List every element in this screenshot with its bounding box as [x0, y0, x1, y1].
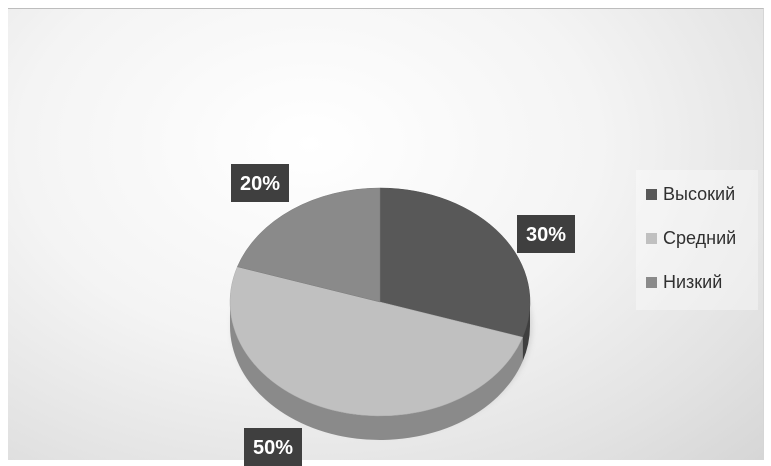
- pie-slice-medium: [229, 266, 524, 416]
- data-label-medium: 50%: [253, 437, 293, 459]
- data-label-box-medium: [244, 428, 302, 466]
- data-label-box-low: [231, 164, 289, 202]
- legend-label-high: Высокий: [663, 184, 736, 204]
- data-label-high: 30%: [526, 224, 566, 246]
- pie-side-medium: [230, 302, 523, 440]
- pie-side-high: [522, 302, 530, 362]
- legend: Высокий Средний Низкий: [636, 170, 758, 310]
- pie-tops: [229, 187, 531, 416]
- data-label-low: 20%: [240, 173, 280, 195]
- legend-label-low: Низкий: [663, 272, 723, 292]
- pie-slice-high: [379, 187, 531, 338]
- data-label-box-high: [517, 215, 575, 253]
- legend-swatch-medium: [646, 233, 657, 244]
- pie-slice-low: [236, 187, 381, 303]
- legend-item-high: Высокий: [646, 184, 735, 205]
- legend-swatch-low: [646, 277, 657, 288]
- data-labels: 30% 50% 20%: [231, 164, 575, 466]
- legend-item-medium: Средний: [646, 228, 736, 249]
- legend-swatch-high: [646, 189, 657, 200]
- legend-item-low: Низкий: [646, 272, 722, 293]
- legend-label-medium: Средний: [663, 228, 737, 248]
- pie-sides: [230, 302, 530, 440]
